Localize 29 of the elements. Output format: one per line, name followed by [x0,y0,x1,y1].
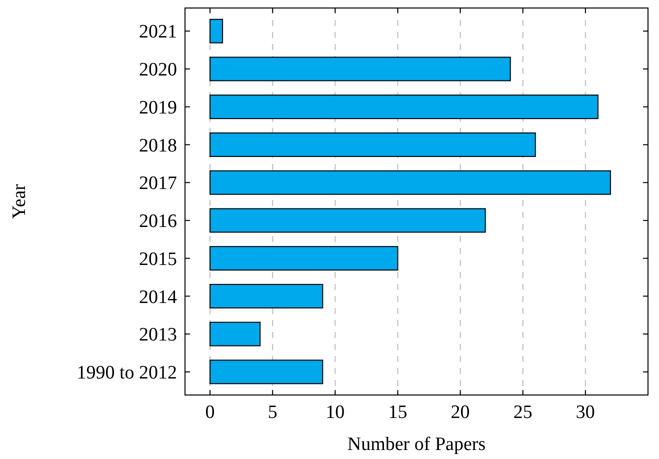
bar [210,322,261,346]
y-tick-label: 2018 [139,135,177,156]
x-axis-title: Number of Papers [347,434,486,455]
y-tick-label: 2021 [139,22,177,43]
x-tick-label: 5 [268,402,278,423]
bar [210,208,486,233]
y-tick-label: 1990 to 2012 [76,362,177,384]
y-tick-label: 2017 [139,173,177,194]
bar [210,94,598,120]
x-tick-label: 25 [513,402,532,423]
y-tick-label: 2015 [139,248,177,270]
bar [210,56,511,82]
bar [210,170,611,195]
y-tick-label: 2019 [139,97,177,118]
x-tick-label: 20 [450,402,470,423]
bar [210,18,224,44]
x-tick-label: 30 [576,402,595,423]
y-tick-label: 2014 [139,286,178,308]
x-tick-label: 15 [388,402,408,423]
bar [210,246,398,271]
bar [210,132,536,157]
y-tick-label: 2013 [139,324,177,346]
bar [210,284,324,308]
y-tick-label: 2016 [139,211,177,232]
y-axis-title: Year [9,183,30,220]
y-tick-label: 2020 [139,60,177,81]
x-tick-label: 10 [326,402,345,423]
bar [210,360,324,384]
x-tick-label: 0 [205,402,215,423]
